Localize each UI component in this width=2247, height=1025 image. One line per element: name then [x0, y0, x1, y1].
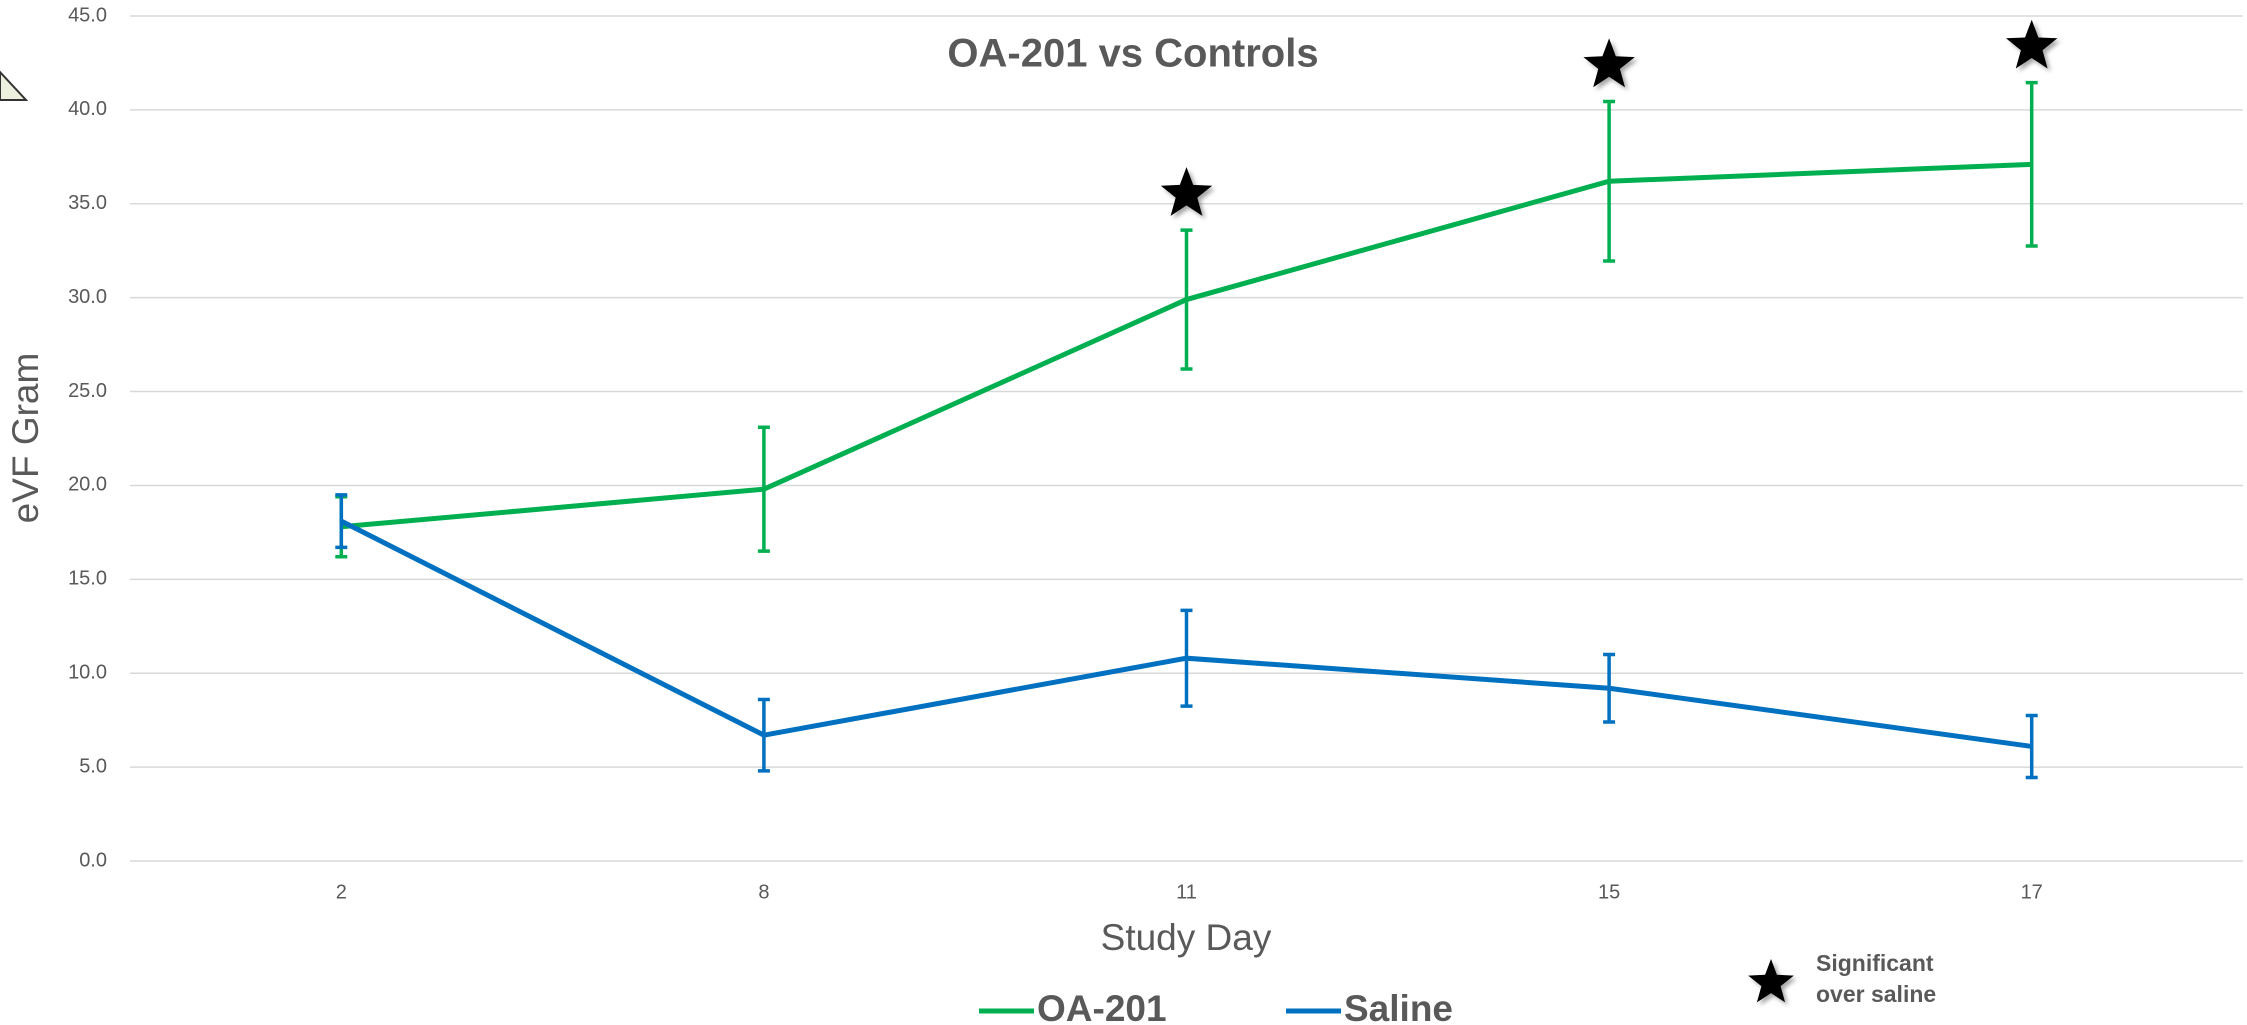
y-tick-label: 10.0	[68, 662, 107, 684]
error-bar	[757, 425, 770, 553]
error-bar	[1603, 652, 1616, 724]
error-bar	[335, 493, 348, 550]
significance-star	[2006, 19, 2058, 69]
error-bar	[1180, 228, 1193, 371]
legend-label: Saline	[1344, 988, 1453, 1025]
y-tick-label: 0.0	[79, 849, 107, 871]
y-tick-label: 15.0	[68, 568, 107, 590]
x-tick-label: 17	[2021, 881, 2043, 903]
error-bar	[2025, 713, 2038, 780]
error-bar	[1180, 608, 1193, 708]
y-tick-label: 5.0	[79, 755, 107, 777]
error-bar	[757, 697, 770, 773]
error-bar	[2025, 80, 2038, 248]
y-tick-label: 35.0	[68, 192, 107, 214]
legend-label: OA-201	[1037, 988, 1167, 1025]
error-bar	[1603, 99, 1616, 263]
x-tick-label: 11	[1176, 881, 1197, 903]
x-tick-label: 8	[758, 881, 769, 903]
legend-star	[1748, 959, 1794, 1003]
annotation: over saline	[1816, 981, 1936, 1007]
y-tick-label: 30.0	[68, 286, 107, 308]
y-tick-label: 20.0	[68, 474, 107, 496]
annotation: Significant	[1816, 950, 1934, 976]
shape-fragment	[0, 70, 29, 101]
y-tick-label: 40.0	[68, 98, 107, 120]
y-tick-label: 45.0	[68, 4, 107, 26]
y-axis-title: eVF Gram	[5, 353, 46, 524]
chart-title: OA-201 vs Controls	[947, 32, 1318, 76]
y-tick-label: 25.0	[68, 380, 107, 402]
significance-star	[1160, 167, 1213, 216]
significance-star	[1583, 38, 1635, 88]
x-tick-label: 15	[1598, 881, 1620, 903]
x-tick-label: 2	[336, 881, 347, 903]
x-axis-title: Study Day	[1101, 917, 1272, 958]
